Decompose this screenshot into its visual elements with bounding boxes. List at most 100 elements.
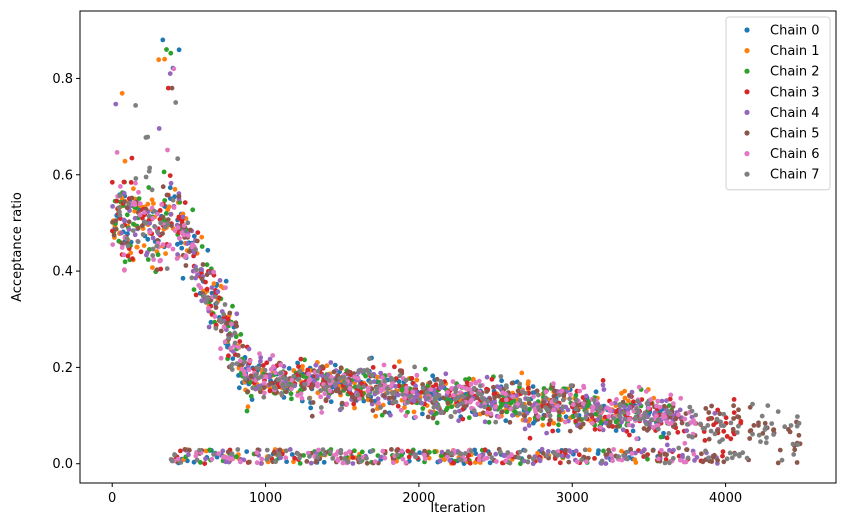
data-point [677,407,683,413]
data-point [487,451,492,457]
data-point [331,369,337,375]
data-point [462,457,468,462]
data-point [131,186,136,192]
data-point [221,324,227,330]
data-point [315,368,321,374]
data-point [372,459,378,464]
data-point [563,414,569,420]
legend-label: Chain 3 [770,85,820,100]
data-point [434,376,440,382]
data-point [417,397,422,403]
data-point [257,351,262,357]
data-point [699,451,704,457]
data-point [232,330,238,336]
data-point [119,90,125,96]
data-point [233,454,239,460]
data-point [758,439,763,445]
data-point [216,295,222,301]
data-point [272,450,278,456]
data-point [254,450,260,456]
data-point [338,365,344,371]
data-point [724,456,730,462]
data-point [271,364,276,370]
data-point [599,458,605,464]
data-point [451,392,456,398]
data-point [547,413,553,419]
data-point [473,451,479,456]
data-point [288,391,294,397]
data-point [193,292,199,298]
data-point [264,457,270,462]
data-point [343,451,349,457]
data-point-peak [173,100,179,105]
data-point [158,266,164,272]
data-point [178,460,184,465]
data-point [234,361,240,367]
data-point [517,449,523,455]
data-point [198,460,203,465]
data-point-peak [165,85,171,91]
data-point [397,373,403,379]
data-point [422,366,428,372]
data-point [175,225,181,231]
data-point [260,363,266,368]
data-point [425,395,431,401]
data-point [122,259,128,265]
data-point [412,364,417,370]
data-point [577,424,583,430]
data-point [601,387,607,392]
data-point [150,215,156,221]
legend-marker [744,68,750,74]
data-point [698,421,703,427]
data-point [626,393,632,398]
data-point [471,408,477,414]
data-point [573,392,579,398]
data-point [152,208,157,214]
data-point [727,450,733,456]
data-point [458,451,464,457]
data-point [369,398,374,404]
data-point [271,384,277,390]
data-point [764,435,769,440]
data-point [182,254,188,260]
data-point [322,391,328,397]
data-point [547,418,553,423]
data-point [445,449,451,454]
data-point [559,453,565,459]
data-point [302,357,307,363]
data-point [579,457,585,463]
data-point [392,389,397,395]
data-point [595,451,601,456]
data-point [516,455,522,460]
data-point [413,452,418,457]
data-point [228,363,234,369]
data-point [622,404,627,410]
data-point [323,397,329,403]
data-point [368,380,373,385]
data-point [570,402,576,408]
data-point [515,388,521,394]
data-point [469,390,475,396]
data-point [295,451,301,457]
data-point [689,434,695,440]
data-point [175,252,181,257]
data-point [655,417,661,423]
data-point [132,215,138,221]
data-point [422,448,427,454]
data-point [525,381,531,387]
data-point [181,232,187,238]
data-point [366,392,371,398]
data-point [670,456,676,461]
data-point-peak [160,37,166,43]
data-point [150,246,156,252]
data-point [278,370,284,376]
data-point [207,447,213,453]
data-point [333,388,339,394]
data-point [283,448,289,454]
data-point [556,422,561,428]
data-point [157,258,163,264]
data-point [190,207,196,213]
data-point-peak [162,56,168,62]
data-point [589,420,595,426]
data-point [163,211,169,216]
